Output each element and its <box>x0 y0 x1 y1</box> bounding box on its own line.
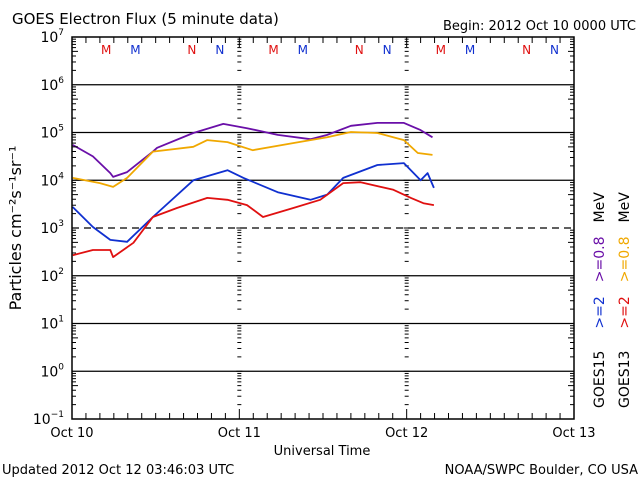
y-tick-label: 100 <box>40 362 64 380</box>
legend-entry: MeV <box>592 192 608 223</box>
begin-label: Begin: 2012 Oct 10 0000 UTC <box>443 19 636 34</box>
legend-entry: MeV <box>617 192 633 223</box>
satellite-marker-label: M <box>436 43 446 57</box>
satellite-marker-label: N <box>522 43 531 57</box>
legend-col2: GOES13 >=2 >=0.8 MeV <box>617 192 633 408</box>
satellite-marker-label: M <box>101 43 111 57</box>
chart-title: GOES Electron Flux (5 minute data) <box>12 10 279 28</box>
satellite-marker-label: N <box>550 43 559 57</box>
y-tick-label: 103 <box>40 219 64 237</box>
legend-col1: GOES15 >=2 >=0.8 MeV <box>592 192 608 408</box>
satellite-marker-label: N <box>215 43 224 57</box>
y-tick-label: 10−1 <box>33 410 64 428</box>
x-axis-label: Universal Time <box>274 444 371 459</box>
series-line-2 <box>72 162 435 243</box>
legend-entry: >=0.8 <box>617 236 633 282</box>
legend-entry: >=2 <box>592 296 608 328</box>
series-line-1 <box>72 131 433 188</box>
series-line-3 <box>72 181 435 259</box>
grid-lines <box>72 38 574 406</box>
y-axis-label: Particles cm⁻²s⁻¹sr⁻¹ <box>6 146 25 311</box>
satellite-marker-label: N <box>355 43 364 57</box>
y-tick-label: 104 <box>40 171 64 189</box>
legend-entry: GOES15 <box>592 351 608 408</box>
series-line-0 <box>72 122 433 178</box>
x-tick-label: Oct 13 <box>552 426 595 441</box>
satellite-marker-label: M <box>130 43 140 57</box>
y-tick-label: 106 <box>40 76 64 94</box>
x-tick-label: Oct 10 <box>50 426 93 441</box>
credit-label: NOAA/SWPC Boulder, CO USA <box>445 463 638 478</box>
satellite-marker-label: N <box>383 43 392 57</box>
y-tick-label: 105 <box>40 124 64 142</box>
satellite-marker-label: M <box>298 43 308 57</box>
x-tick-label: Oct 12 <box>385 426 428 441</box>
satellite-marker-label: M <box>268 43 278 57</box>
series-lines <box>72 122 435 259</box>
x-tick-label: Oct 11 <box>218 426 261 441</box>
y-tick-label: 102 <box>40 267 64 285</box>
legend: GOES15 >=2 >=0.8 MeV GOES13 >=2 >=0.8 MeV <box>592 192 633 408</box>
y-tick-label: 107 <box>40 28 64 46</box>
updated-label: Updated 2012 Oct 12 03:46:03 UTC <box>2 463 234 478</box>
satellite-marker-label: M <box>465 43 475 57</box>
y-tick-label: 101 <box>40 315 64 333</box>
legend-entry: >=0.8 <box>592 236 608 282</box>
satellite-marker-label: N <box>187 43 196 57</box>
legend-entry: >=2 <box>617 296 633 328</box>
legend-entry: GOES13 <box>617 351 633 408</box>
